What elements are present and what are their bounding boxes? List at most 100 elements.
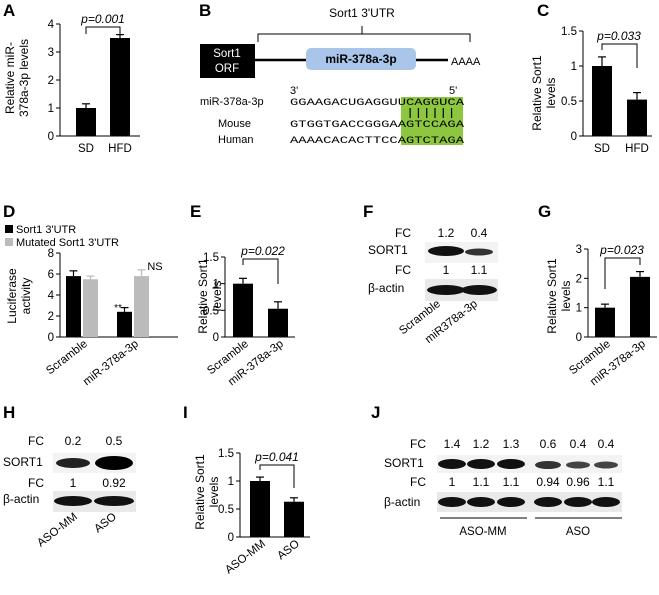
bar [66,276,81,337]
y-tick-label: 2 [48,75,54,87]
fc-value: 1.1 [473,475,490,489]
bar [117,311,132,337]
svg-text:activity: activity [19,278,33,315]
y-tick-label: 1.5 [218,448,234,460]
fc-value: 1 [70,476,77,490]
panel-label-h: H [3,403,15,422]
legend-label-sort1-utr: Sort1 3'UTR [16,224,76,236]
band [438,459,466,469]
panel-label-j: J [371,403,380,422]
y-tick-label: 3 [48,47,54,59]
utr-diagram: Sort1 3'UTR Sort1 ORF miR-378a-3p AAAA 3… [200,6,481,97]
fc-label: FC [28,476,44,490]
legend-swatch-mutated-utr [5,238,13,246]
d-significance-star: ** [114,303,122,314]
svg-text:Relative miR-: Relative miR- [3,42,17,114]
lane-label: ASO-MM [35,511,80,550]
y-tick-label: 1 [571,61,577,73]
sort1-label: SORT1 [368,243,408,257]
y-tick-label: 8 [48,248,54,260]
sequence-alignment: miR-378a-3p GGAAGACUGAGGUUCAGGUCA Mouse … [200,96,464,147]
band [438,497,466,507]
legend-label-mutated-utr: Mutated Sort1 3'UTR [16,237,119,249]
y-tick-label: 1 [228,476,234,488]
band [594,461,618,469]
panel-label-i: I [183,403,188,422]
svg-text:Relative Sort1: Relative Sort1 [530,55,544,131]
bar [233,283,253,337]
seq-row-name: miR-378a-3p [200,96,264,108]
svg-text:p=0.033: p=0.033 [596,29,641,43]
three-prime-label: 3' [290,85,298,97]
svg-text:Sort1: Sort1 [213,48,241,60]
fc-value: 0.94 [536,475,560,489]
y-tick-label: 6 [48,269,54,281]
y-tick-label: 2 [48,311,54,323]
band [497,497,525,507]
y-tick-label: 3 [576,244,582,256]
bar [250,481,270,537]
poly-a-tail: AAAA [451,56,481,68]
panel-label-f: F [363,202,373,221]
y-tick-label: 4 [48,290,55,302]
sort1-label: SORT1 [384,456,424,470]
band [94,496,134,506]
x-tick-label: HFD [108,143,132,155]
svg-text:p=0.022: p=0.022 [240,244,285,258]
y-tick-label: 0.5 [561,96,577,108]
seq-row-name: Mouse [218,118,251,130]
lane-label: ASO [92,511,119,535]
legend-swatch-sort1-utr [5,225,13,233]
fc-value: 0.6 [540,437,557,451]
fc-label: FC [410,475,426,489]
fc-value: 1.1 [471,263,488,277]
band [427,285,465,295]
g-pvalue: p=0.023 [599,243,644,289]
svg-text:378a-3p levels: 378a-3p levels [17,39,31,117]
x-tick-label: HFD [625,143,649,155]
x-tick-label: SD [78,143,94,155]
i-pvalue: p=0.041 [254,450,299,488]
y-tick-label: 1 [213,279,219,291]
fc-value: 1.1 [503,475,520,489]
fc-value: 0.4 [598,437,615,451]
bar [592,66,612,136]
fc-value: 0.2 [65,434,82,448]
y-tick-label: 1 [576,303,582,315]
band [54,496,92,506]
y-tick-label: 1 [48,103,54,115]
utr-bracket [257,33,471,42]
svg-text:levels: levels [207,477,221,508]
svg-text:Relative Sort1: Relative Sort1 [193,454,207,530]
y-tick-label: 0.5 [203,305,219,317]
fc-value: 1 [449,475,456,489]
fc-value: 0.5 [106,434,123,448]
d-ns-label: NS [147,261,162,273]
e-ylabel: Relative Sort1 levels [196,258,224,334]
x-tick-label: ASO [275,538,302,562]
seq-row-sequence: GGAAGACUGAGGUUCAGGUCA [290,98,464,109]
panel-label-e: E [190,202,201,221]
y-tick-label: 0 [571,131,577,143]
seq-row-sequence: GTGGTGACCGGGAAGTCCAGA [290,120,464,131]
seq-row-name: Human [218,134,253,146]
band [465,248,493,256]
y-tick-label: 4 [48,19,55,31]
y-tick-label: 0 [48,332,54,344]
f-western-blot: FC 1.2 0.4 SORT1 FC 1 1.1 β-actin Scramb… [368,226,498,346]
band [467,459,495,469]
c-pvalue: p=0.033 [596,29,641,68]
svg-text:levels: levels [210,281,224,312]
band [467,497,495,507]
svg-text:p=0.001: p=0.001 [80,12,125,26]
svg-text:p=0.023: p=0.023 [599,243,644,257]
svg-text:levels: levels [544,78,558,109]
svg-text:p=0.041: p=0.041 [254,450,299,464]
seq-row-sequence: AAAACACACTTCCAGTCTAGA [290,136,464,147]
band [535,461,561,469]
bar [284,501,304,537]
fc-label: FC [395,263,411,277]
panel-label-c: C [537,1,549,20]
